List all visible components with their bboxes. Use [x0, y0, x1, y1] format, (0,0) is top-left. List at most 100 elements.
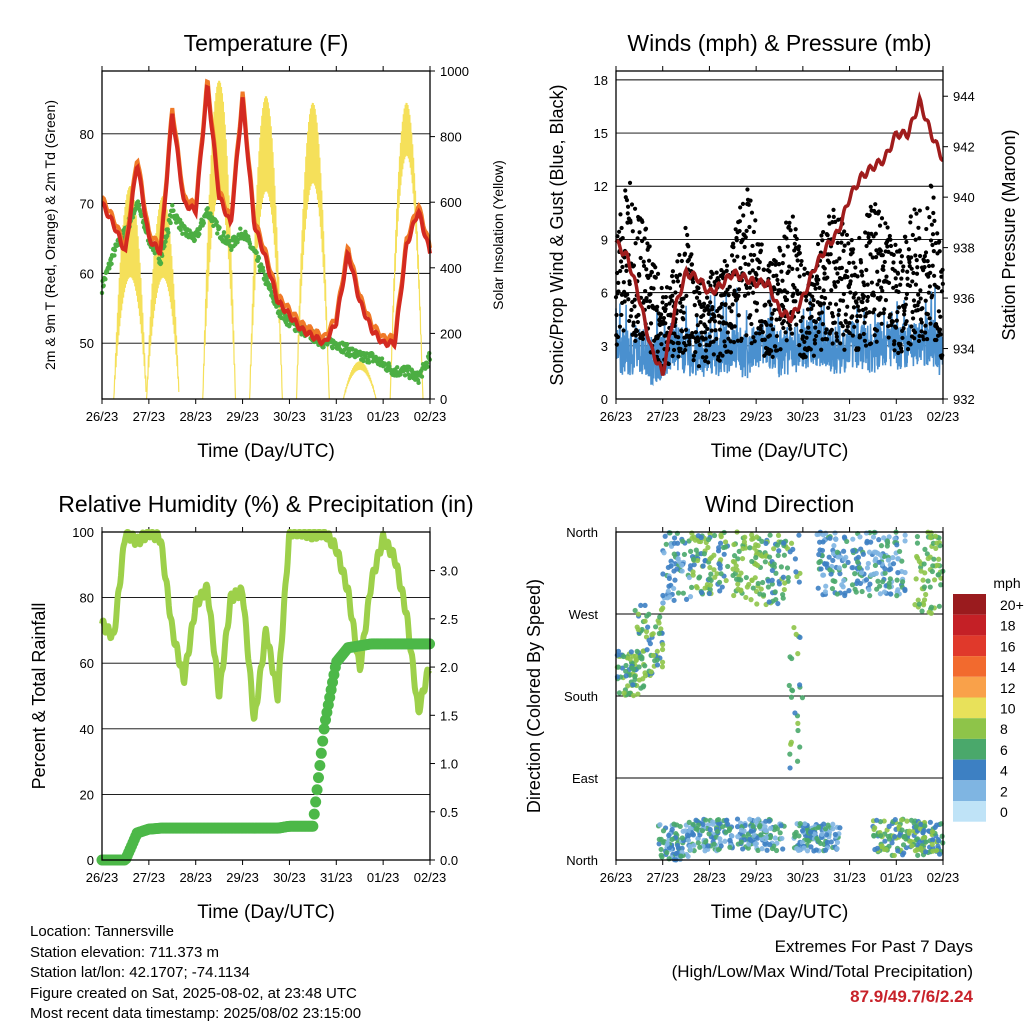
gust-point [829, 327, 834, 332]
gust-point [803, 354, 808, 359]
direction-point [922, 546, 928, 552]
gust-point [914, 211, 919, 216]
gust-point [924, 226, 929, 232]
direction-point [747, 836, 753, 842]
dewpoint-point [379, 356, 385, 361]
gust-point [840, 298, 846, 303]
gust-point [797, 250, 802, 256]
gust-point [922, 253, 927, 259]
direction-point [656, 836, 662, 842]
gust-point [844, 232, 850, 238]
gust-point [701, 313, 706, 318]
gust-point [861, 331, 866, 337]
direction-point [635, 691, 641, 697]
y-tick-label: 40 [80, 722, 94, 737]
gust-point [867, 310, 872, 315]
legend-label: 12 [1000, 680, 1016, 696]
gust-point [630, 229, 635, 234]
speed-legend: mph 20+ 18 16 14 12 10 8 6 4 2 0 [953, 575, 1024, 822]
gust-point [618, 259, 624, 264]
direction-point [771, 546, 777, 552]
direction-point [654, 657, 660, 663]
direction-point [925, 555, 931, 562]
direction-point [740, 545, 746, 552]
dewpoint-point [419, 374, 425, 379]
gust-point [625, 211, 630, 216]
gust-point [880, 253, 885, 258]
gust-point [644, 298, 649, 304]
gust-point [834, 334, 839, 339]
direction-point [799, 695, 806, 701]
gust-point [909, 266, 914, 271]
direction-point [821, 821, 827, 827]
gust-point [691, 353, 697, 358]
direction-point [666, 832, 672, 839]
gust-point [895, 271, 901, 276]
direction-point [932, 533, 939, 539]
gust-point [772, 287, 777, 292]
direction-point [659, 854, 665, 860]
gust-point [684, 293, 689, 299]
gust-point [798, 262, 804, 268]
gust-point [617, 324, 623, 329]
gust-point [722, 259, 727, 264]
direction-point [834, 549, 840, 555]
legend-title: mph [993, 575, 1020, 591]
gust-point [744, 333, 749, 338]
gust-point [891, 252, 896, 257]
direction-point [921, 561, 927, 567]
direction-point [722, 838, 728, 844]
direction-point [636, 677, 642, 683]
gust-point [834, 259, 839, 264]
gust-point [706, 360, 711, 365]
gust-point [724, 263, 730, 268]
direction-point [882, 566, 888, 572]
y-axis-label: Percent & Total Rainfall [29, 603, 49, 790]
direction-point [888, 591, 894, 597]
gust-point [703, 348, 709, 353]
direction-point [833, 536, 839, 542]
direction-point [699, 828, 706, 834]
direction-point [715, 548, 722, 554]
legend-swatch [953, 614, 986, 636]
direction-point [850, 536, 856, 542]
direction-point [884, 538, 890, 544]
direction-point [650, 652, 657, 659]
gust-point [819, 347, 824, 352]
direction-point [777, 830, 783, 836]
gust-point [749, 210, 755, 215]
gust-point [641, 332, 646, 337]
gust-point [879, 216, 885, 221]
direction-point [755, 543, 761, 549]
gust-point [898, 260, 903, 265]
direction-point [815, 824, 822, 831]
y-axis-label: 2m & 9m T (Red, Orange) & 2m Td (Green) [42, 100, 58, 370]
direction-point [787, 751, 793, 757]
direction-point [694, 557, 701, 564]
direction-point [717, 588, 723, 594]
gust-point [927, 316, 932, 321]
gust-point [937, 249, 942, 254]
gust-point [741, 255, 747, 260]
gust-point [730, 302, 735, 307]
gust-point [654, 308, 659, 313]
direction-point [845, 559, 851, 565]
gust-point [732, 324, 737, 329]
gust-point [923, 250, 929, 255]
gust-point [633, 333, 639, 338]
gust-point [919, 329, 924, 334]
direction-point [929, 829, 936, 835]
direction-point [762, 559, 768, 565]
direction-point [689, 584, 695, 590]
gust-point [704, 355, 709, 360]
direction-point [914, 533, 921, 540]
gust-point [698, 320, 703, 325]
direction-point [857, 534, 863, 540]
direction-point [891, 852, 897, 859]
direction-point [931, 577, 938, 583]
legend-swatch [953, 801, 986, 822]
gust-point [774, 317, 779, 322]
direction-point [633, 653, 639, 659]
direction-point [792, 556, 798, 562]
y-tick-label: South [564, 689, 598, 704]
